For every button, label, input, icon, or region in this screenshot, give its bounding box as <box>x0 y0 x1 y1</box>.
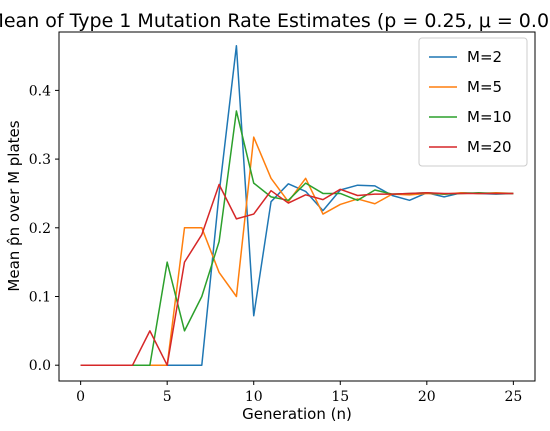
legend: M=2 M=5 M=10 M=20 <box>418 37 528 167</box>
x-tick-label: 0 <box>76 389 85 405</box>
legend-label: M=2 <box>467 48 502 66</box>
y-axis-label: Mean p̂n over M plates <box>5 120 23 291</box>
x-tick-label: 10 <box>245 389 263 405</box>
y-tick-label: 0.2 <box>29 221 51 237</box>
x-tick-label: 25 <box>504 389 522 405</box>
y-tick-label: 0.4 <box>29 83 51 99</box>
x-tick-label: 15 <box>331 389 349 405</box>
plot-area <box>80 44 514 366</box>
series-line-m20 <box>80 183 514 366</box>
x-tick-label: 5 <box>163 389 172 405</box>
y-tick-label: 0.1 <box>29 289 51 305</box>
y-tick-label: 0.3 <box>29 152 51 168</box>
chart-title: Mean of Type 1 Mutation Rate Estimates (… <box>0 10 550 32</box>
x-axis: 0 5 10 15 20 25 <box>76 381 522 405</box>
x-axis-label: Generation (n) <box>242 405 352 423</box>
x-tick-label: 20 <box>418 389 436 405</box>
legend-box <box>418 37 528 167</box>
legend-label: M=10 <box>467 108 512 126</box>
y-tick-label: 0.0 <box>29 358 51 374</box>
plot-frame <box>58 31 536 382</box>
legend-label: M=20 <box>467 138 512 156</box>
y-axis: 0.0 0.1 0.2 0.3 0.4 <box>29 83 59 374</box>
legend-label: M=5 <box>467 78 502 96</box>
series-line-m5 <box>80 136 514 366</box>
